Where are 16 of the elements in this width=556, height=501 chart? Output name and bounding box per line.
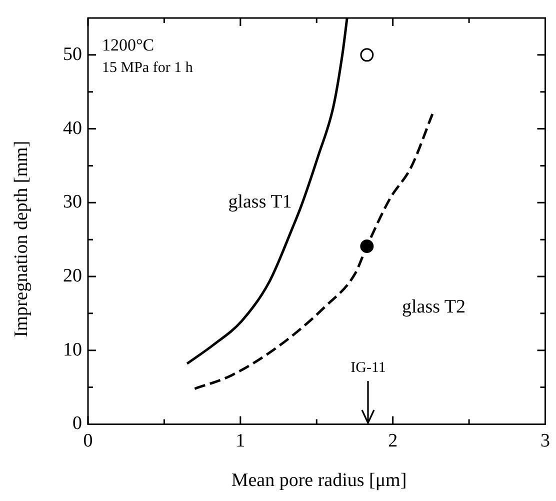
annotation: 1200°C xyxy=(102,35,154,54)
x-axis-title: Mean pore radius [μm] xyxy=(230,470,408,492)
y-tick-label: 50 xyxy=(63,44,82,65)
y-tick-label: 40 xyxy=(63,118,82,139)
x-tick-label: 1 xyxy=(236,430,246,452)
y-axis-title: Impregnation depth [mm] xyxy=(11,140,33,340)
y-tick-label: 0 xyxy=(72,413,82,434)
text: glass T2 xyxy=(402,296,466,318)
y-tick-label: 10 xyxy=(63,339,82,360)
y-tick-label: 30 xyxy=(63,192,82,213)
series-label: glass T1 xyxy=(228,192,292,213)
annotation: IG-11 xyxy=(350,360,386,376)
x-tick-label: 3 xyxy=(540,430,550,452)
annotation: 15 MPa for 1 h xyxy=(102,60,194,76)
x-tick-label: 2 xyxy=(388,430,398,452)
y-tick-label: 20 xyxy=(63,265,82,286)
